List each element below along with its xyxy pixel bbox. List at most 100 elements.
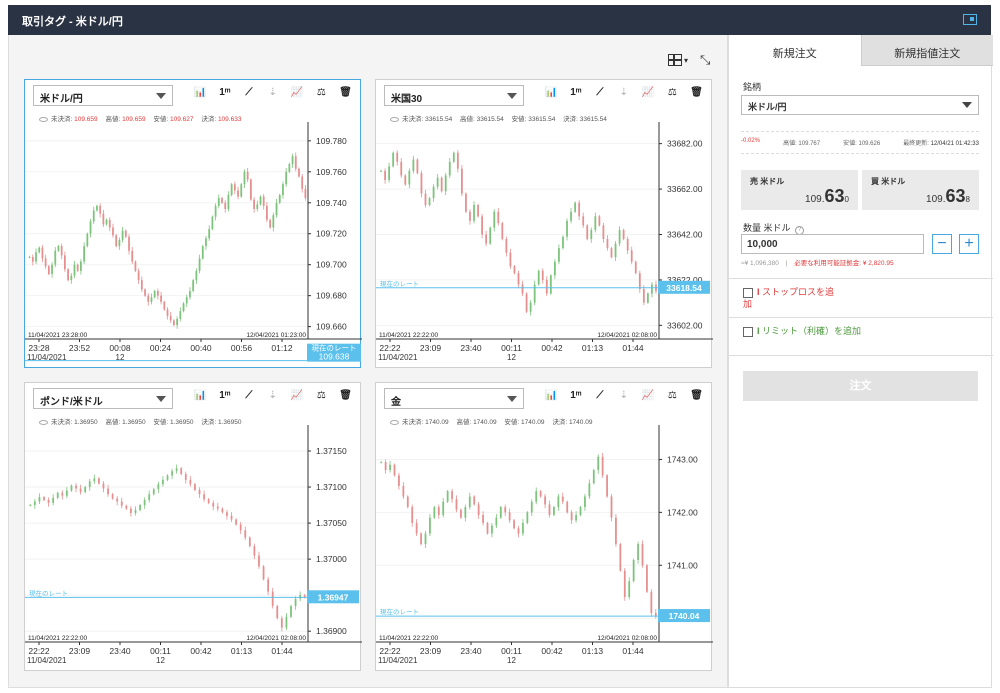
quantity-input[interactable]: 10,000 [741, 234, 924, 254]
compare-icon[interactable]: ⚖ [667, 390, 677, 401]
candle [566, 500, 569, 514]
candle [420, 532, 422, 546]
price-chart[interactable]: 1.37150 1.37100 1.37050 1.37000 1.36950 1.369… [25, 383, 362, 672]
timeframe-selector[interactable]: 1ᵐ [219, 87, 231, 98]
visibility-icon[interactable] [390, 116, 399, 122]
range-end-stamp: 12/04/2021 02:08:00 [597, 332, 657, 339]
delete-icon[interactable]: 🗑 [339, 87, 352, 98]
symbol-selector[interactable]: 金 [384, 388, 524, 409]
divider [729, 355, 993, 356]
timeframe-selector[interactable]: 1ᵐ [219, 390, 231, 401]
x-tick-label: 00:42 [541, 343, 563, 353]
indicator-icon[interactable]: ⇣ [268, 390, 278, 401]
stop-loss-icon: I [757, 287, 760, 297]
current-rate-value: 1740.04 [669, 611, 700, 621]
candle [622, 228, 625, 241]
candle [294, 152, 297, 172]
chart-panel-gbpusd[interactable]: ポンド/米ドル 📊 1ᵐ ⟋ ⇣ 📈 ⚖ 🗑 未決済: 1.36950 高値: 1.36950 … [24, 382, 362, 672]
candle [650, 589, 653, 617]
candle [539, 489, 542, 498]
candle [578, 200, 581, 221]
quantity-label-text: 数量 米ドル [743, 223, 791, 233]
candle [134, 506, 137, 516]
sell-quote-button[interactable]: 売 米ドル 109.630 [741, 170, 858, 210]
chart-panel-us30[interactable]: 米国30 📊 1ᵐ ⟋ ⇣ 📈 ⚖ 🗑 未決済: 33615.54 高値: 33615.54 安… [375, 79, 713, 369]
chart-type-icon[interactable]: 📈 [641, 390, 655, 401]
compare-icon[interactable]: ⚖ [667, 87, 677, 98]
symbol-select[interactable]: 米ドル/円 [741, 95, 979, 115]
stop-loss-checkbox[interactable] [743, 288, 753, 298]
chart-panel-gold[interactable]: 金 📊 1ᵐ ⟋ ⇣ 📈 ⚖ 🗑 未決済: 1740.09 高値: 1740.09 安値: 17… [375, 382, 713, 672]
detach-window-icon[interactable] [963, 14, 977, 25]
candle [121, 226, 124, 243]
candle [253, 197, 255, 213]
compare-icon[interactable]: ⚖ [316, 390, 326, 401]
draw-line-icon[interactable]: ⟋ [596, 87, 604, 98]
quantity-decrement-button[interactable]: − [932, 234, 952, 254]
candle [160, 291, 162, 305]
candlestick-icon[interactable]: 📊 [545, 87, 558, 98]
candlestick-icon[interactable]: 📊 [545, 390, 558, 401]
buy-quote-button[interactable]: 買 米ドル 109.638 [862, 170, 979, 210]
candle [424, 189, 427, 208]
chart-type-icon[interactable]: 📈 [290, 390, 304, 401]
compare-icon[interactable]: ⚖ [316, 87, 326, 98]
chart-type-icon[interactable]: 📈 [641, 87, 655, 98]
candle [171, 468, 173, 480]
stop-loss-label[interactable]: I ストップロスを追加 [743, 286, 843, 310]
y-tick-label: 33622.00 [667, 275, 703, 285]
candle [243, 169, 246, 188]
candle [153, 289, 156, 299]
symbol-selector[interactable]: 米国30 [384, 85, 524, 106]
quantity-increment-button[interactable]: + [959, 234, 979, 254]
price-chart[interactable]: 1743.001742.001741.001740.00現在のレート1740.0… [376, 383, 713, 672]
candle [544, 493, 546, 509]
delete-icon[interactable]: 🗑 [690, 87, 703, 98]
candle [301, 173, 304, 193]
draw-line-icon[interactable]: ⟋ [245, 87, 253, 98]
candle [43, 495, 45, 502]
candle [452, 151, 455, 164]
chart-type-icon[interactable]: 📈 [290, 87, 304, 98]
candlestick-icon[interactable]: 📊 [194, 390, 207, 401]
symbol-selector[interactable]: ポンド/米ドル [33, 388, 173, 409]
candle [553, 259, 556, 280]
indicator-icon[interactable]: ⇣ [619, 87, 629, 98]
timeframe-selector[interactable]: 1ᵐ [570, 390, 582, 401]
submit-order-button[interactable]: 注文 [743, 371, 978, 401]
limit-icon: I [757, 326, 760, 336]
candle [486, 521, 489, 535]
tab-limit-order[interactable]: 新規指値注文 [860, 35, 993, 66]
indicator-icon[interactable]: ⇣ [268, 87, 278, 98]
timeframe-selector[interactable]: 1ᵐ [570, 87, 582, 98]
candle [75, 483, 77, 493]
chart-panel-usdjpy[interactable]: 米ドル/円 📊 1ᵐ ⟋ ⇣ 📈 ⚖ 🗑 未決済: 109.659 高値: 109.659 安値… [24, 79, 362, 369]
price-chart[interactable]: 33682.00 33662.00 33642.00 33622.00 33602.00… [376, 80, 713, 369]
visibility-icon[interactable] [39, 419, 48, 425]
visibility-icon[interactable] [390, 419, 399, 425]
candle [553, 505, 555, 517]
visibility-icon[interactable] [39, 116, 48, 122]
price-chart[interactable]: 109.780 109.760 109.740 109.720 109.700 109.6… [25, 80, 362, 369]
x-tick-label: 01:13 [582, 646, 604, 656]
ohlc-close-label: 決済: [552, 419, 569, 426]
layout-selector[interactable]: ▾ [668, 52, 688, 68]
x-tick-label: 00:40 [190, 343, 212, 353]
candle [456, 150, 459, 173]
candle [623, 568, 626, 601]
fullscreen-icon[interactable]: ⤡ [700, 52, 711, 67]
limit-checkbox[interactable] [743, 327, 753, 337]
limit-label[interactable]: I リミット（利確）を追加 [743, 325, 863, 337]
delete-icon[interactable]: 🗑 [690, 390, 703, 401]
candle [562, 235, 564, 250]
candle [83, 242, 86, 265]
draw-line-icon[interactable]: ⟋ [245, 390, 253, 401]
candlestick-icon[interactable]: 📊 [194, 87, 207, 98]
candle [107, 484, 109, 497]
indicator-icon[interactable]: ⇣ [619, 390, 629, 401]
delete-icon[interactable]: 🗑 [339, 390, 352, 401]
tab-new-order[interactable]: 新規注文 [729, 35, 861, 66]
draw-line-icon[interactable]: ⟋ [596, 390, 604, 401]
symbol-selector[interactable]: 米ドル/円 [33, 85, 173, 106]
chevron-down-icon: ▾ [684, 55, 689, 65]
